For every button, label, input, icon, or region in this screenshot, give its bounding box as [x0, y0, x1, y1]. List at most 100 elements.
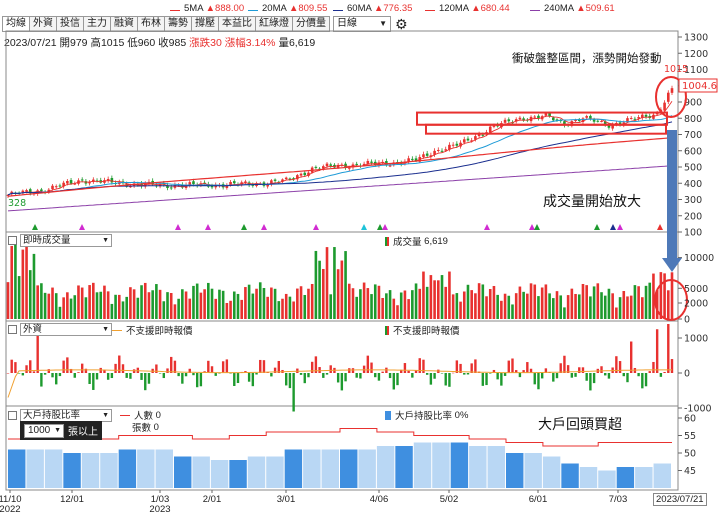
x-tick-label: 4/06: [369, 494, 389, 505]
open-label: 開: [59, 37, 70, 49]
candle-body: [422, 154, 425, 158]
foreign-bar: [407, 370, 410, 373]
candle-body: [488, 126, 492, 133]
volume-bar: [511, 304, 514, 319]
candle-body: [299, 173, 303, 176]
volume-bar: [192, 285, 195, 319]
foreign-bar: [344, 373, 347, 382]
period-select[interactable]: 日線 ▼: [333, 16, 391, 32]
foreign-bar: [626, 373, 629, 383]
volume-bar: [659, 272, 663, 319]
event-marker: [484, 224, 490, 230]
foreign-bar: [629, 341, 633, 373]
volume-bar: [117, 294, 121, 319]
foreign-panel-select[interactable]: 外資 ▼: [20, 323, 112, 336]
volume-bar: [585, 285, 588, 319]
price-axis-tick-label: 600: [684, 146, 702, 157]
foreign-bar: [296, 368, 299, 373]
event-marker: [529, 224, 535, 230]
ma-legend-240ma: 240MA ▲509.61: [530, 3, 615, 14]
holder-shares-label: 張數: [132, 423, 152, 434]
foreign-bar: [366, 355, 370, 373]
foreign-bar: [466, 373, 470, 375]
foreign-bar: [103, 370, 106, 373]
ma20-line: [7, 115, 673, 196]
foreign-bar: [210, 366, 214, 373]
volume-bar: [232, 291, 236, 319]
candle-body: [522, 118, 525, 121]
holder-threshold-select[interactable]: 1000 ▼: [24, 423, 64, 438]
candle-body: [451, 144, 455, 146]
foreign-legend-bar: 不支援即時報價: [385, 323, 460, 337]
foreign-bar: [581, 367, 585, 373]
volume-bar: [77, 285, 80, 319]
candle-body: [466, 138, 470, 141]
foreign-bar: [125, 373, 128, 378]
holder-axis-tick-label: 50: [684, 449, 696, 460]
candle-body: [629, 118, 633, 120]
foreign-bar: [69, 368, 73, 373]
volume-bar: [474, 293, 477, 319]
foreign-bar: [429, 373, 433, 385]
volume-bar: [262, 287, 266, 319]
candle-body: [666, 92, 670, 102]
volume-panel-checkbox[interactable]: [8, 236, 17, 245]
big-holder-annotation: 大戶回頭買超: [538, 416, 622, 432]
volume-bar: [151, 290, 154, 319]
holder-panel-checkbox[interactable]: [8, 411, 17, 420]
candle-body: [492, 125, 496, 127]
candle-body: [166, 185, 169, 189]
ma-name: 240MA: [544, 3, 577, 14]
volume-bar: [318, 260, 321, 319]
foreign-bar: [10, 359, 13, 373]
candle-body: [232, 181, 236, 184]
change-label: 漲跌: [189, 37, 211, 49]
candle-body: [411, 158, 414, 160]
candle-body: [40, 189, 43, 191]
candle-body: [637, 117, 640, 119]
volume-surge-circle: [654, 279, 688, 321]
volume-bar: [522, 291, 525, 319]
foreign-panel-checkbox[interactable]: [8, 325, 17, 334]
foreign-bar: [188, 368, 191, 373]
volume-bar: [21, 249, 25, 319]
volume-bar: [288, 296, 292, 319]
gear-icon[interactable]: ⚙: [395, 16, 408, 32]
volume-bar: [32, 253, 36, 319]
candle-body: [607, 124, 611, 128]
holder-panel-frame: [5, 405, 679, 491]
candle-body: [129, 186, 132, 188]
candle-body: [192, 181, 195, 185]
foreign-bar: [496, 373, 499, 380]
holder-bar: [8, 449, 26, 488]
candle-body: [322, 166, 325, 169]
candle-body: [347, 167, 351, 169]
volume-bar: [166, 292, 169, 319]
volume-bar: [221, 290, 225, 319]
foreign-bar: [155, 364, 158, 373]
candle-body: [425, 153, 429, 156]
volume-bar: [559, 295, 563, 319]
candle-body: [80, 179, 84, 181]
close-value: 985: [168, 37, 187, 49]
volume-bar: [425, 286, 429, 319]
event-marker: [594, 224, 600, 230]
low-label: 低: [127, 37, 138, 49]
foreign-bar: [451, 372, 455, 374]
candle-body: [54, 186, 58, 188]
candle-body: [88, 182, 91, 184]
foreign-bar: [166, 368, 169, 373]
foreign-bar: [403, 363, 407, 373]
volume-bar: [173, 304, 177, 319]
holder-bar: [247, 456, 266, 488]
holder-axis-tick-label: 55: [684, 431, 696, 442]
event-marker: [534, 224, 540, 230]
foreign-bar: [262, 360, 266, 373]
candle-body: [585, 116, 588, 118]
candle-body: [58, 185, 62, 187]
volume-panel-select[interactable]: 即時成交量 ▼: [20, 234, 112, 247]
foreign-bar: [247, 373, 251, 382]
volume-bar: [362, 282, 366, 319]
foreign-bar: [641, 373, 644, 389]
